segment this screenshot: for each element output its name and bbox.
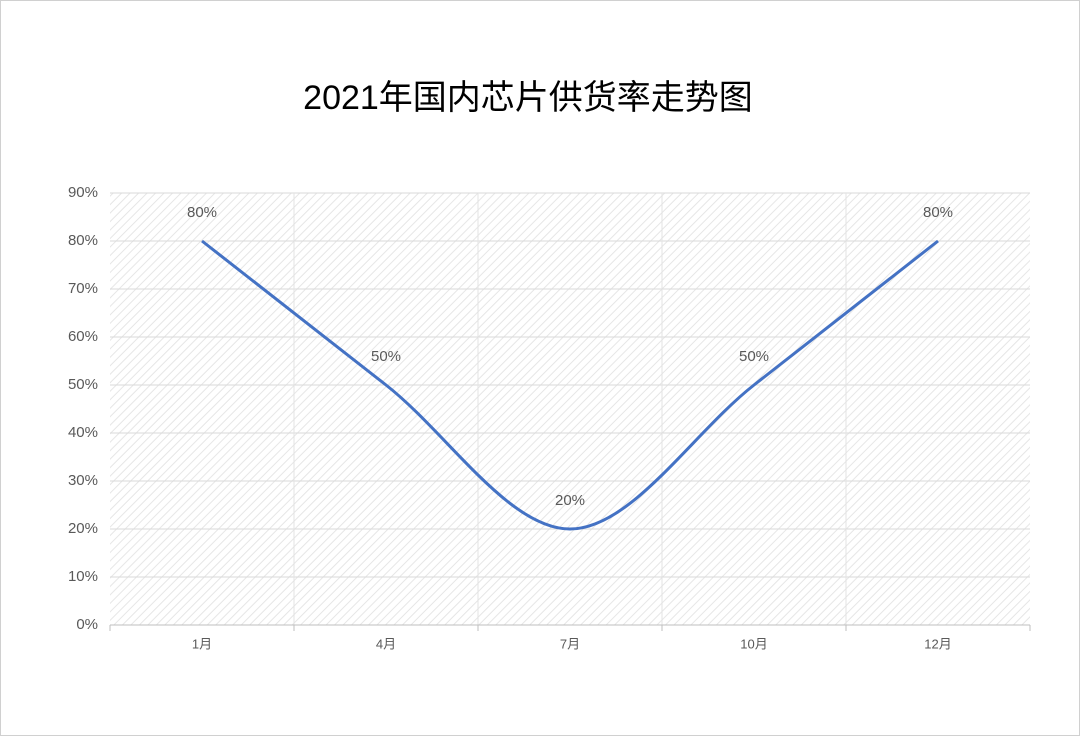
data-label: 20% <box>555 492 585 509</box>
y-tick-label: 70% <box>68 280 98 297</box>
x-tick-label: 12月 <box>924 636 951 651</box>
x-tick-label: 1月 <box>192 636 212 651</box>
y-tick-label: 60% <box>68 328 98 345</box>
x-tick-label: 7月 <box>560 636 580 651</box>
y-tick-label: 90% <box>68 184 98 201</box>
data-label: 80% <box>187 204 217 221</box>
y-tick-label: 20% <box>68 520 98 537</box>
y-tick-label: 30% <box>68 472 98 489</box>
data-label: 50% <box>371 348 401 365</box>
data-label: 80% <box>923 204 953 221</box>
plot-area <box>110 193 1030 625</box>
y-tick-label: 10% <box>68 568 98 585</box>
y-tick-label: 40% <box>68 424 98 441</box>
x-tick-label: 10月 <box>740 636 767 651</box>
y-tick-label: 50% <box>68 376 98 393</box>
chart-title: 2021年国内芯片供货率走势图 <box>303 79 753 117</box>
data-label: 50% <box>739 348 769 365</box>
line <box>201 239 939 531</box>
y-tick-label: 0% <box>76 616 98 633</box>
y-tick-label: 80% <box>68 232 98 249</box>
x-tick-label: 4月 <box>376 636 396 651</box>
